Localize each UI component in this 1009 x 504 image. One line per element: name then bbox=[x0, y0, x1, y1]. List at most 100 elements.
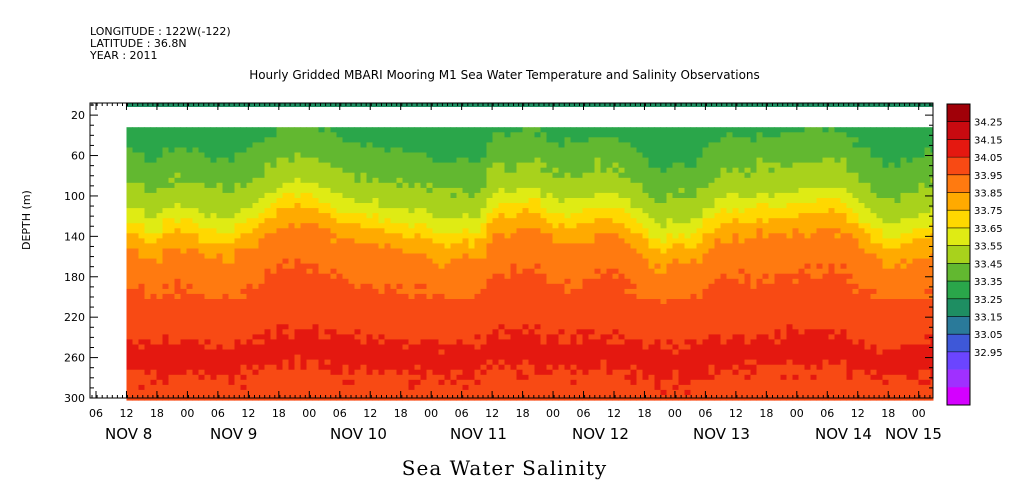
salinity-cell bbox=[408, 379, 415, 386]
salinity-cell bbox=[582, 127, 589, 133]
salinity-cell bbox=[582, 369, 589, 376]
salinity-cell bbox=[186, 208, 193, 214]
salinity-cell bbox=[504, 304, 511, 310]
salinity-cell bbox=[126, 324, 133, 330]
salinity-cell bbox=[648, 349, 655, 356]
salinity-cell bbox=[576, 268, 583, 275]
salinity-cell bbox=[324, 162, 331, 169]
salinity-cell bbox=[162, 349, 169, 356]
salinity-cell bbox=[600, 283, 607, 290]
salinity-cell bbox=[642, 142, 649, 148]
salinity-cell bbox=[222, 152, 229, 159]
salinity-cell bbox=[144, 339, 151, 345]
salinity-cell bbox=[636, 374, 643, 381]
salinity-cell bbox=[384, 314, 391, 320]
salinity-cell bbox=[342, 137, 349, 143]
salinity-cell bbox=[390, 293, 397, 300]
salinity-cell bbox=[534, 127, 541, 133]
salinity-cell bbox=[174, 253, 181, 260]
salinity-cell bbox=[450, 198, 457, 204]
salinity-cell bbox=[312, 152, 319, 159]
salinity-cell bbox=[312, 329, 319, 335]
salinity-cell bbox=[600, 147, 607, 154]
salinity-cell bbox=[282, 192, 289, 199]
salinity-cell bbox=[642, 354, 649, 361]
salinity-cell bbox=[540, 374, 547, 381]
salinity-cell bbox=[594, 157, 601, 164]
salinity-cell bbox=[378, 324, 385, 330]
salinity-cell bbox=[390, 152, 397, 159]
salinity-cell bbox=[570, 157, 577, 164]
salinity-cell bbox=[324, 228, 331, 234]
salinity-cell bbox=[192, 147, 199, 154]
salinity-cell bbox=[636, 263, 643, 270]
salinity-cell bbox=[210, 374, 217, 381]
salinity-cell bbox=[282, 329, 289, 335]
salinity-cell bbox=[450, 273, 457, 280]
salinity-cell bbox=[516, 208, 523, 214]
salinity-cell bbox=[402, 293, 409, 300]
salinity-cell bbox=[444, 344, 451, 351]
salinity-cell bbox=[420, 127, 427, 133]
salinity-cell bbox=[168, 349, 175, 356]
salinity-cell bbox=[498, 213, 505, 219]
salinity-cell bbox=[648, 192, 655, 199]
salinity-cell bbox=[354, 157, 361, 164]
salinity-cell bbox=[126, 253, 133, 260]
salinity-cell bbox=[168, 314, 175, 320]
salinity-cell bbox=[552, 177, 559, 184]
salinity-cell bbox=[546, 192, 553, 199]
salinity-cell bbox=[474, 253, 481, 260]
salinity-cell bbox=[678, 177, 685, 184]
salinity-cell bbox=[270, 293, 277, 300]
salinity-cell bbox=[672, 314, 679, 320]
salinity-cell bbox=[630, 258, 637, 265]
salinity-cell bbox=[408, 359, 415, 366]
salinity-cell bbox=[540, 283, 547, 290]
salinity-cell bbox=[492, 344, 499, 351]
salinity-cell bbox=[642, 157, 649, 164]
salinity-cell bbox=[222, 127, 229, 133]
salinity-cell bbox=[414, 213, 421, 219]
salinity-cell bbox=[252, 127, 259, 133]
salinity-cell bbox=[516, 248, 523, 255]
salinity-cell bbox=[216, 213, 223, 219]
salinity-cell bbox=[648, 384, 655, 391]
salinity-cell bbox=[558, 359, 565, 366]
salinity-cell bbox=[234, 167, 241, 174]
salinity-cell bbox=[510, 208, 517, 214]
salinity-cell bbox=[318, 273, 325, 280]
salinity-cell bbox=[570, 304, 577, 310]
salinity-cell bbox=[570, 177, 577, 184]
salinity-cell bbox=[162, 127, 169, 133]
salinity-cell bbox=[516, 324, 523, 330]
salinity-cell bbox=[216, 127, 223, 133]
salinity-cell bbox=[594, 127, 601, 133]
salinity-cell bbox=[510, 319, 517, 325]
salinity-cell bbox=[534, 339, 541, 345]
salinity-cell bbox=[276, 288, 283, 295]
salinity-cell bbox=[648, 223, 655, 229]
salinity-cell bbox=[624, 344, 631, 351]
salinity-cell bbox=[486, 127, 493, 133]
salinity-cell bbox=[198, 324, 205, 330]
salinity-cell bbox=[630, 359, 637, 366]
salinity-cell bbox=[198, 228, 205, 234]
salinity-cell bbox=[510, 374, 517, 381]
salinity-cell bbox=[132, 203, 139, 209]
salinity-cell bbox=[234, 172, 241, 179]
salinity-cell bbox=[384, 157, 391, 164]
salinity-cell bbox=[180, 273, 187, 280]
salinity-cell bbox=[510, 213, 517, 219]
salinity-cell bbox=[270, 263, 277, 270]
salinity-cell bbox=[360, 132, 367, 138]
salinity-cell bbox=[192, 384, 199, 391]
salinity-cell bbox=[348, 344, 355, 351]
salinity-cell bbox=[366, 203, 373, 209]
salinity-cell bbox=[312, 309, 319, 315]
salinity-cell bbox=[618, 238, 625, 244]
salinity-cell bbox=[636, 152, 643, 159]
salinity-cell bbox=[390, 299, 397, 305]
salinity-cell bbox=[564, 319, 571, 325]
salinity-cell bbox=[168, 324, 175, 330]
